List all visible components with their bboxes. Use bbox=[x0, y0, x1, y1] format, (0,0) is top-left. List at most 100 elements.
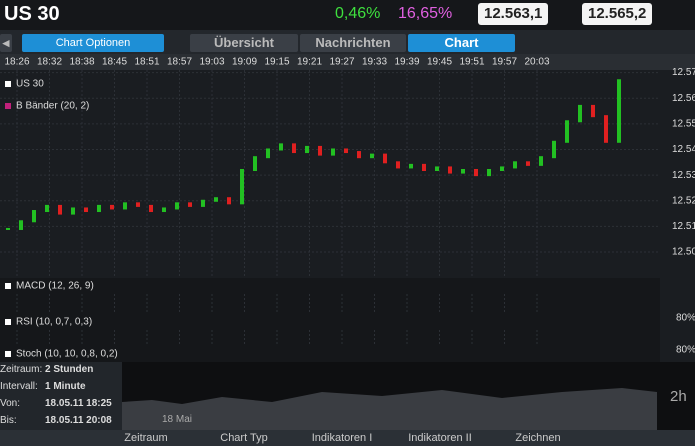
info-value: 18.05.11 18:25 bbox=[45, 398, 112, 409]
navigator: 18 Mai 2h bbox=[122, 362, 695, 430]
info-key: Von: bbox=[0, 398, 21, 409]
tab[interactable]: Chart bbox=[408, 34, 515, 52]
ask-button[interactable]: 12.565,2 bbox=[582, 3, 653, 25]
candle bbox=[305, 145, 309, 154]
candle bbox=[461, 169, 465, 174]
candle bbox=[71, 207, 75, 215]
y-tick-label: 12.503,0 bbox=[672, 247, 695, 258]
candle bbox=[344, 148, 348, 154]
candle bbox=[97, 204, 101, 213]
candle bbox=[240, 169, 244, 205]
toolbar-tab[interactable]: Zeitraum bbox=[98, 430, 194, 446]
legend-label: B Bänder (20, 2) bbox=[16, 101, 89, 112]
options-tab[interactable]: Chart Optionen bbox=[22, 34, 164, 52]
candle bbox=[136, 202, 140, 207]
x-tick-label: 18:26 bbox=[4, 57, 29, 68]
candle bbox=[474, 169, 478, 177]
y-tick-label: 12.573,0 bbox=[672, 67, 695, 78]
toolbar: Zeitraum Chart Typ Indikatoren I Indikatore… bbox=[0, 430, 695, 446]
y-tick-label: 12.563,0 bbox=[672, 93, 695, 104]
tab[interactable]: Übersicht bbox=[190, 34, 298, 52]
indicator-label: RSI (10, 0,7, 0,3) bbox=[16, 317, 92, 328]
level-label: 80% bbox=[676, 313, 695, 324]
candle bbox=[279, 143, 283, 151]
chart: 18:26 18:32 18:38 18:45 18:51 18:57 19:03 19:09… bbox=[0, 54, 695, 362]
panel-header bbox=[0, 314, 660, 330]
y-tick-label: 12.523,0 bbox=[672, 195, 695, 206]
candle bbox=[565, 120, 569, 143]
candle bbox=[84, 207, 88, 213]
candle bbox=[110, 204, 114, 210]
info-key: Intervall: bbox=[0, 381, 38, 392]
info-key: Zeitraum: bbox=[0, 364, 43, 375]
info-value: 18.05.11 20:08 bbox=[45, 415, 112, 426]
toolbar-tab[interactable]: Indikatoren I bbox=[294, 430, 390, 446]
candle bbox=[591, 104, 595, 118]
x-tick-label: 19:57 bbox=[492, 57, 517, 68]
header: US 30 0,46% 16,65% 12.563,1 12.565,2 bbox=[0, 0, 695, 30]
x-tick-label: 19:21 bbox=[297, 57, 322, 68]
candle bbox=[435, 166, 439, 171]
candle bbox=[526, 161, 530, 166]
back-button[interactable]: ◂ bbox=[0, 34, 12, 52]
candle bbox=[513, 161, 517, 169]
indicator-swatch bbox=[5, 351, 11, 357]
candle bbox=[318, 145, 322, 156]
candle bbox=[578, 104, 582, 123]
candle bbox=[266, 148, 270, 159]
info-value: 1 Minute bbox=[45, 381, 86, 392]
candle bbox=[227, 197, 231, 205]
x-tick-label: 19:27 bbox=[329, 57, 354, 68]
candle bbox=[162, 207, 166, 213]
panel-header bbox=[0, 346, 660, 362]
candle bbox=[604, 115, 608, 143]
candle bbox=[6, 227, 10, 230]
candle bbox=[32, 210, 36, 223]
candle bbox=[123, 202, 127, 210]
candle bbox=[422, 163, 426, 171]
panel-header bbox=[0, 278, 660, 294]
candle bbox=[45, 204, 49, 213]
change: 0,46% bbox=[335, 5, 381, 22]
x-tick-label: 19:03 bbox=[199, 57, 224, 68]
tab[interactable]: Nachrichten bbox=[300, 34, 406, 52]
candle bbox=[370, 153, 374, 159]
nav-date: 18 Mai bbox=[162, 414, 193, 425]
candle bbox=[19, 220, 23, 230]
x-tick-label: 18:32 bbox=[37, 57, 62, 68]
y-tick-label: 12.533,0 bbox=[672, 170, 695, 181]
toolbar-tab[interactable]: Indikatoren II bbox=[392, 430, 488, 446]
candle bbox=[58, 204, 62, 215]
toolbar-tab[interactable]: Zeichnen bbox=[490, 430, 586, 446]
info-key: Bis: bbox=[0, 415, 17, 426]
candle bbox=[500, 166, 504, 171]
level-label: 80% bbox=[676, 345, 695, 356]
candle bbox=[201, 199, 205, 207]
candle bbox=[188, 202, 192, 207]
candle bbox=[409, 163, 413, 169]
candle bbox=[175, 202, 179, 210]
toolbar-tab[interactable]: Chart Typ bbox=[196, 430, 292, 446]
info-value: 2 Stunden bbox=[45, 364, 94, 375]
candle bbox=[552, 140, 556, 159]
indicator-swatch bbox=[5, 283, 11, 289]
x-tick-label: 19:45 bbox=[427, 57, 452, 68]
candle bbox=[487, 169, 491, 177]
legend-label: US 30 bbox=[16, 79, 44, 90]
legend-swatch bbox=[5, 81, 11, 87]
candle bbox=[539, 156, 543, 166]
symbol: US 30 bbox=[4, 3, 60, 25]
nav-range: 2h bbox=[670, 388, 687, 405]
candle bbox=[357, 151, 361, 159]
candle bbox=[149, 204, 153, 213]
indicator-label: Stoch (10, 10, 0,8, 0,2) bbox=[16, 349, 118, 360]
x-tick-label: 19:33 bbox=[362, 57, 387, 68]
volatility: 16,65% bbox=[398, 5, 453, 22]
candle bbox=[292, 143, 296, 154]
legend-swatch bbox=[5, 103, 11, 109]
bid-button[interactable]: 12.563,1 bbox=[478, 3, 549, 25]
x-tick-label: 19:51 bbox=[459, 57, 484, 68]
indicator-swatch bbox=[5, 319, 11, 325]
candle bbox=[253, 156, 257, 171]
